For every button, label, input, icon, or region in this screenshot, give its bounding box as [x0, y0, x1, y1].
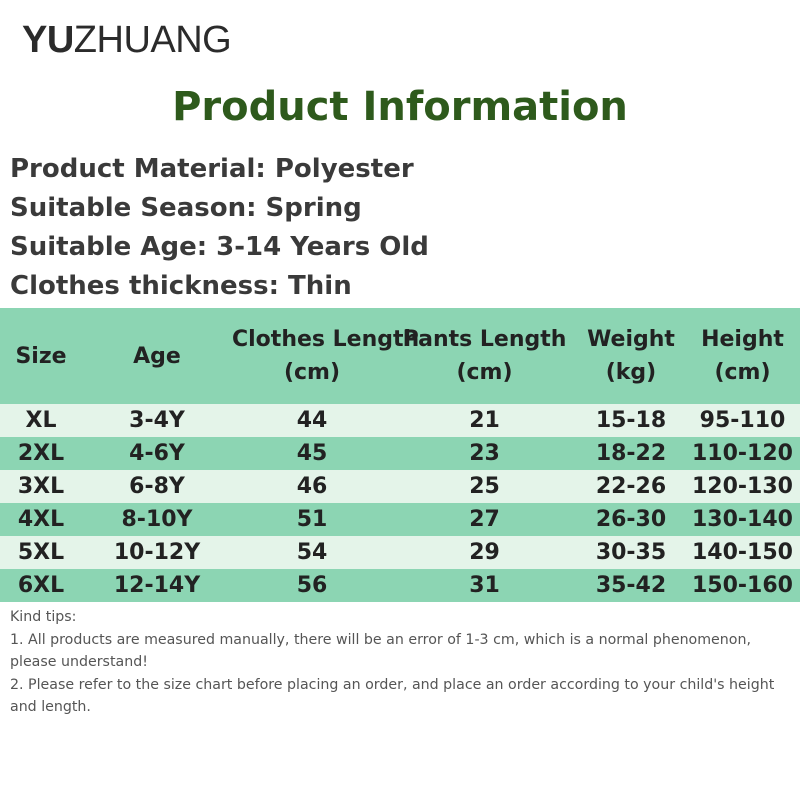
table-row: 6XL 12-14Y 56 31 35-42 150-160	[0, 569, 800, 602]
cell-pants-length: 21	[469, 408, 500, 433]
cell-pants-length: 31	[469, 573, 500, 598]
brand-logo-bold: YU	[22, 19, 74, 61]
cell-height: 120-130	[692, 474, 793, 499]
table-row: 4XL 8-10Y 51 27 26-30 130-140	[0, 503, 800, 536]
info-thickness: Clothes thickness: Thin	[10, 271, 352, 301]
tip-item: 2. Please refer to the size chart before…	[10, 676, 775, 716]
cell-weight: 15-18	[595, 408, 667, 433]
cell-clothes-length: 45	[296, 441, 328, 466]
info-age: Suitable Age: 3-14 Years Old	[10, 232, 429, 262]
cell-clothes-length: 56	[296, 573, 328, 598]
cell-size: XL	[25, 408, 57, 433]
cell-clothes-length: 44	[296, 408, 328, 433]
cell-age: 12-14Y	[113, 573, 201, 598]
product-info-list: Product Material: Polyester Suitable Sea…	[10, 150, 429, 306]
cell-age: 4-6Y	[129, 441, 185, 466]
cell-pants-length: 29	[469, 540, 500, 565]
cell-height: 140-150	[692, 540, 793, 565]
cell-weight: 35-42	[595, 573, 667, 598]
brand-logo: YUZHUANG	[22, 19, 232, 61]
info-season: Suitable Season: Spring	[10, 193, 362, 223]
header-clothes-length: Clothes Length (cm)	[232, 327, 420, 385]
header-height: Height (cm)	[701, 327, 784, 385]
table-header-row: Size Age Clothes Length (cm) Pants Length…	[0, 308, 800, 404]
cell-clothes-length: 54	[296, 540, 328, 565]
tip-item: 1. All products are measured manually, t…	[10, 631, 751, 671]
cell-weight: 30-35	[595, 540, 667, 565]
cell-size: 4XL	[17, 507, 65, 532]
page-title: Product Information	[172, 84, 628, 130]
cell-pants-length: 27	[469, 507, 500, 532]
cell-age: 10-12Y	[113, 540, 201, 565]
cell-height: 150-160	[692, 573, 793, 598]
cell-age: 3-4Y	[129, 408, 185, 433]
cell-weight: 22-26	[595, 474, 667, 499]
cell-age: 8-10Y	[121, 507, 193, 532]
header-pants-length: Pants Length (cm)	[402, 327, 567, 385]
cell-size: 2XL	[17, 441, 65, 466]
header-weight: Weight (kg)	[587, 327, 675, 385]
cell-height: 110-120	[692, 441, 793, 466]
tips-heading: Kind tips:	[10, 609, 77, 625]
cell-pants-length: 25	[469, 474, 500, 499]
cell-height: 95-110	[699, 408, 786, 433]
cell-weight: 18-22	[595, 441, 667, 466]
cell-weight: 26-30	[595, 507, 667, 532]
table-row: 3XL 6-8Y 46 25 22-26 120-130	[0, 470, 800, 503]
kind-tips: Kind tips: 1. All products are measured …	[10, 606, 800, 719]
cell-clothes-length: 46	[296, 474, 328, 499]
cell-clothes-length: 51	[296, 507, 328, 532]
info-material: Product Material: Polyester	[10, 154, 414, 184]
cell-size: 3XL	[17, 474, 65, 499]
cell-height: 130-140	[692, 507, 793, 532]
header-size: Size	[15, 343, 67, 369]
size-chart-table: Size Age Clothes Length (cm) Pants Length…	[0, 308, 800, 602]
header-age: Age	[133, 343, 181, 369]
cell-size: 5XL	[17, 540, 65, 565]
table-row: 5XL 10-12Y 54 29 30-35 140-150	[0, 536, 800, 569]
table-row: 2XL 4-6Y 45 23 18-22 110-120	[0, 437, 800, 470]
cell-size: 6XL	[17, 573, 65, 598]
brand-logo-thin: ZHUANG	[73, 19, 232, 61]
table-row: XL 3-4Y 44 21 15-18 95-110	[0, 404, 800, 437]
cell-age: 6-8Y	[129, 474, 185, 499]
cell-pants-length: 23	[469, 441, 500, 466]
